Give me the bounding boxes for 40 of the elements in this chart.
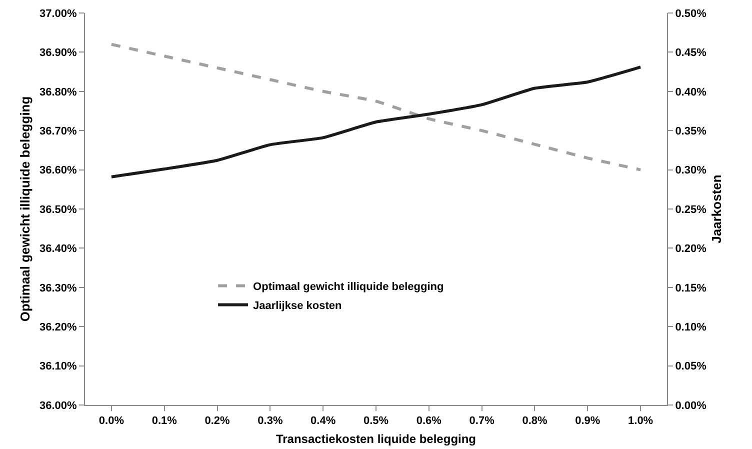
y2-tick-label: 0.05% [675,360,707,373]
x-tick-label: 0.6% [416,415,442,428]
line-series [110,66,642,178]
y2-tick-label: 0.20% [675,243,707,256]
x-tick-label: 0.9% [575,415,600,428]
y-tick-label: 36.80% [39,86,78,98]
y-tick-label: 36.30% [39,282,78,294]
y-tick-label: 36.00% [39,400,78,412]
y-axis-title: Optimaal gewicht illiquide belegging [17,96,32,322]
y-tick-label: 36.50% [39,204,78,216]
x-tick-label: 0.4% [310,415,336,428]
legend-label: Jaarlijkse kosten [253,300,342,312]
x-axis-title: Transactiekosten liquide belegging [276,432,476,446]
x-tick-label: 0.2% [204,415,230,428]
y-tick-label: 36.10% [39,360,78,373]
y-tick-label: 36.70% [39,125,78,138]
x-tick-label: 0.8% [522,415,548,428]
y2-tick-label: 0.50% [675,8,707,20]
x-tick-label: 0.1% [152,415,178,428]
x-tick-label: 0.7% [469,415,495,428]
y-tick-label: 36.40% [39,243,78,256]
line-series [110,42,642,172]
y2-tick-label: 0.35% [675,125,707,138]
y2-axis-title: Jaarkosten [709,174,724,244]
x-tick-label: 0.3% [258,415,283,428]
x-tick-label: 0.0% [98,415,124,428]
y2-tick-label: 0.00% [675,400,707,412]
x-tick-label: 1.0% [628,415,654,428]
y-tick-label: 36.20% [39,321,78,334]
y2-tick-label: 0.10% [675,321,707,334]
y-tick-label: 36.60% [39,164,78,177]
y2-tick-label: 0.40% [675,86,707,98]
y2-tick-label: 0.25% [675,204,707,216]
y2-tick-label: 0.30% [675,164,707,177]
y2-tick-label: 0.15% [675,282,707,294]
x-tick-label: 0.5% [363,415,389,428]
y-tick-label: 37.00% [39,8,78,20]
legend-label: Optimaal gewicht illiquide belegging [253,281,444,294]
y-tick-label: 36.90% [39,47,78,60]
y2-tick-label: 0.45% [675,47,707,60]
